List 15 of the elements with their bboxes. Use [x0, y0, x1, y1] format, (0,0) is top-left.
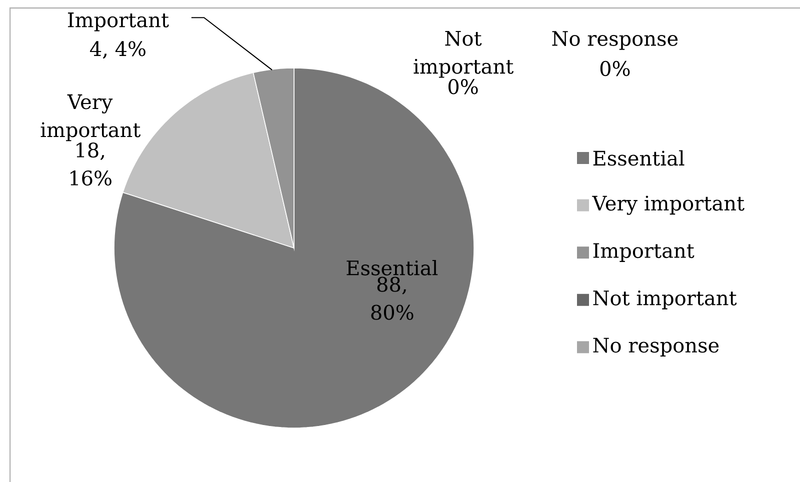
- legend-label: Very important: [592, 196, 744, 215]
- legend-label: Not important: [593, 290, 737, 310]
- category-label: Not important: [414, 31, 514, 78]
- slice-label: Very important: [40, 94, 141, 142]
- category-label: No response: [552, 31, 678, 50]
- legend-label: Important: [593, 243, 694, 262]
- slice-label: Important: [68, 12, 169, 32]
- slice-label: Essential: [346, 260, 438, 276]
- data-label: 18, 16%: [70, 142, 112, 186]
- legend-label: Essential: [593, 150, 684, 166]
- data-label: 88, 80%: [371, 276, 414, 320]
- data-label: 4, 4%: [90, 41, 146, 59]
- text: 0%: [600, 60, 630, 76]
- legend-label: No response: [593, 338, 719, 357]
- text: 0%: [448, 79, 478, 94]
